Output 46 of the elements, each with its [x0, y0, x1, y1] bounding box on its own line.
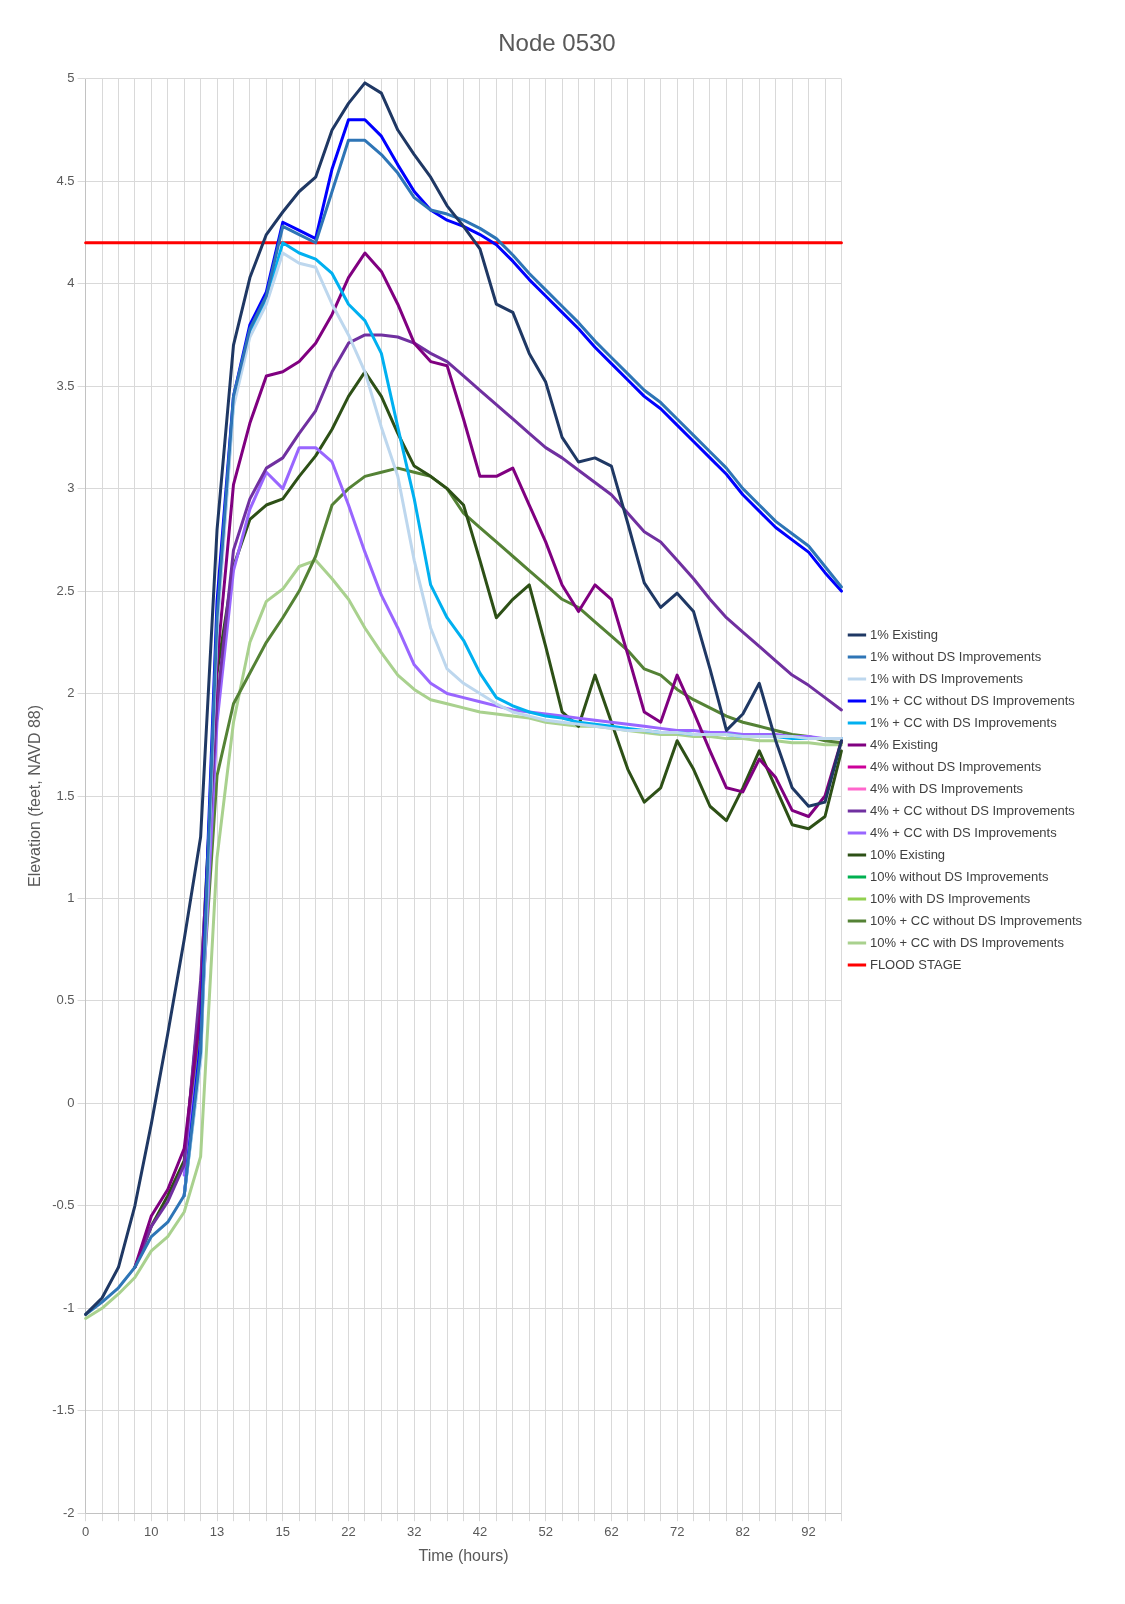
y-tick-label: 5	[67, 70, 75, 86]
legend-label: 1% with DS Improvements	[869, 670, 1024, 686]
x-tick-label: 52	[538, 1523, 553, 1539]
y-tick-label: -2	[63, 1504, 75, 1520]
legend-label: 10% with DS Improvements	[869, 890, 1031, 906]
legend-label: 1% + CC with DS Improvements	[869, 714, 1058, 730]
y-axis-title: Elevation (feet, NAVD 88)	[26, 704, 44, 888]
x-tick-label: 82	[735, 1523, 751, 1539]
y-tick-label: -0.5	[52, 1197, 75, 1213]
x-tick-label: 22	[341, 1523, 356, 1539]
legend-label: 1% Existing	[869, 626, 938, 642]
legend-label: 10% + CC with DS Improvements	[869, 934, 1065, 950]
x-tick-label: 32	[406, 1523, 422, 1539]
legend-label: 4% + CC without DS Improvements	[869, 802, 1076, 818]
y-tick-label: 4.5	[56, 172, 75, 188]
y-tick-label: 1	[67, 890, 75, 906]
y-tick-label: 3.5	[56, 377, 75, 393]
legend-label: 10% + CC without DS Improvements	[869, 912, 1083, 928]
y-tick-label: 2.5	[56, 582, 75, 598]
legend-label: 4% Existing	[869, 736, 938, 752]
x-tick-label: 10	[144, 1523, 159, 1539]
legend-label: 4% without DS Improvements	[869, 758, 1042, 774]
legend-label: 4% with DS Improvements	[869, 780, 1024, 796]
legend-label: 1% without DS Improvements	[869, 648, 1042, 664]
x-tick-label: 92	[801, 1523, 816, 1539]
x-tick-label: 62	[604, 1523, 619, 1539]
chart-title: Node 0530	[498, 29, 616, 57]
legend-label: 1% + CC without DS Improvements	[869, 692, 1076, 708]
y-tick-label: -1	[63, 1299, 75, 1315]
y-tick-label: 4	[67, 275, 75, 291]
y-tick-label: 0	[67, 1094, 75, 1110]
x-tick-label: 42	[472, 1523, 488, 1539]
y-tick-label: -1.5	[52, 1402, 75, 1418]
legend-label: 4% + CC with DS Improvements	[869, 824, 1058, 840]
x-tick-label: 15	[275, 1523, 291, 1539]
legend-label: 10% without DS Improvements	[869, 868, 1049, 884]
x-tick-label: 13	[209, 1523, 225, 1539]
x-tick-label: 72	[669, 1523, 685, 1539]
x-axis-title: Time (hours)	[418, 1546, 509, 1564]
legend-label: FLOOD STAGE	[869, 956, 962, 972]
y-tick-label: 1.5	[56, 787, 75, 803]
x-tick-label: 0	[81, 1523, 90, 1539]
y-tick-label: 2	[67, 685, 75, 701]
y-tick-label: 0.5	[56, 992, 75, 1008]
legend-label: 10% Existing	[869, 846, 946, 862]
y-tick-label: 3	[67, 480, 75, 496]
